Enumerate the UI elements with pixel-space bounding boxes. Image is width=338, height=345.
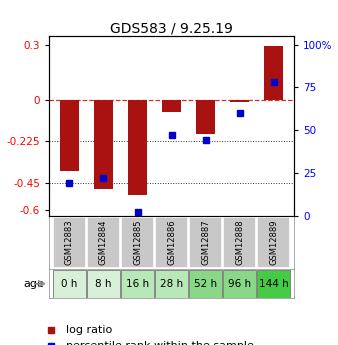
Text: GSM12889: GSM12889: [269, 220, 278, 265]
Text: 8 h: 8 h: [95, 279, 112, 289]
Bar: [230, 100, 249, 102]
Bar: [223, 217, 256, 268]
Bar: [189, 217, 222, 268]
Bar: [53, 217, 86, 268]
Bar: [128, 100, 147, 196]
Bar: [60, 100, 79, 171]
Text: GSM12887: GSM12887: [201, 219, 210, 265]
Bar: [258, 217, 290, 268]
Bar: [53, 270, 86, 298]
Bar: [264, 46, 283, 100]
Bar: [94, 100, 113, 189]
Bar: [121, 270, 154, 298]
Text: log ratio: log ratio: [66, 325, 113, 335]
Text: 96 h: 96 h: [228, 279, 251, 289]
Bar: [121, 217, 154, 268]
Title: GDS583 / 9.25.19: GDS583 / 9.25.19: [110, 21, 233, 35]
Text: 144 h: 144 h: [259, 279, 289, 289]
Text: 28 h: 28 h: [160, 279, 183, 289]
Bar: [162, 100, 181, 112]
Bar: [87, 217, 120, 268]
Bar: [155, 270, 188, 298]
Text: GSM12884: GSM12884: [99, 220, 108, 265]
Text: GSM12885: GSM12885: [133, 220, 142, 265]
Text: GSM12888: GSM12888: [235, 219, 244, 265]
Text: percentile rank within the sample: percentile rank within the sample: [66, 341, 254, 345]
Bar: [87, 270, 120, 298]
Text: age: age: [23, 279, 44, 289]
Bar: [258, 270, 290, 298]
Text: GSM12886: GSM12886: [167, 219, 176, 265]
Text: 0 h: 0 h: [61, 279, 78, 289]
Bar: [223, 270, 256, 298]
Text: 52 h: 52 h: [194, 279, 217, 289]
Text: GSM12883: GSM12883: [65, 219, 74, 265]
Bar: [196, 100, 215, 134]
Text: 16 h: 16 h: [126, 279, 149, 289]
Bar: [189, 270, 222, 298]
Bar: [155, 217, 188, 268]
